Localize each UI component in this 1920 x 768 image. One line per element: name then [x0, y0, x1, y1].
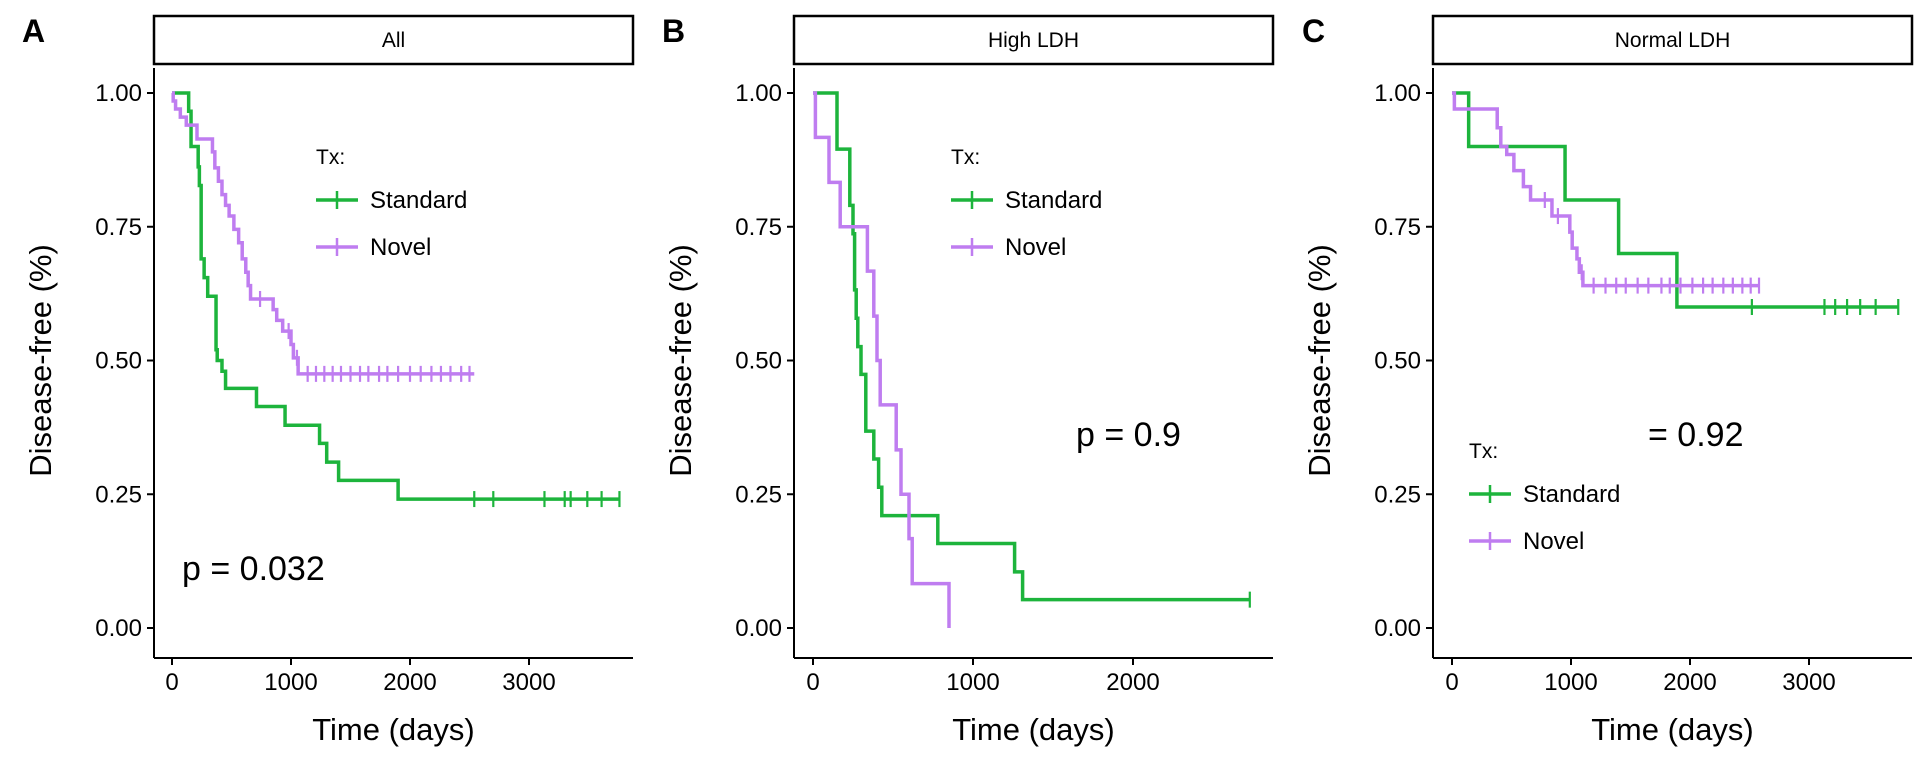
- panel-letter: C: [1302, 13, 1325, 49]
- y-tick-label: 1.00: [95, 80, 142, 107]
- panel-letter: B: [662, 13, 685, 49]
- legend-label: Novel: [370, 234, 431, 261]
- p-value-annotation: = 0.92: [1648, 416, 1743, 454]
- legend-title: Tx:: [316, 146, 345, 169]
- y-tick-label: 0.25: [1374, 481, 1421, 508]
- series-line-novel: [171, 91, 475, 376]
- legend-label: Novel: [1523, 528, 1584, 555]
- x-tick-label: 3000: [502, 669, 555, 696]
- p-value-annotation: p = 0.9: [1076, 416, 1181, 454]
- panel-b: B High LDH 0.00 0.25 0.50 0.75 1.00 0 1000 2000 Ti…: [662, 13, 1275, 747]
- y-tick-label: 0.00: [95, 615, 142, 642]
- y-axis-label: Disease-free (%): [23, 244, 58, 477]
- legend-title: Tx:: [1469, 440, 1498, 463]
- y-tick-label: 0.50: [735, 348, 782, 375]
- series-line-standard: [1452, 91, 1899, 309]
- panel-letter: A: [22, 13, 45, 49]
- legend-label: Standard: [1523, 481, 1620, 508]
- strip-box: [792, 14, 1275, 66]
- y-tick-label: 0.00: [735, 615, 782, 642]
- x-axis-label: Time (days): [952, 712, 1114, 747]
- legend-label: Standard: [1005, 187, 1102, 214]
- x-tick-label: 0: [165, 669, 178, 696]
- strip-label: All: [382, 29, 405, 52]
- x-tick-label: 2000: [1106, 669, 1159, 696]
- legend-label: Novel: [1005, 234, 1066, 261]
- strip-box: [152, 14, 635, 66]
- x-tick-label: 0: [806, 669, 819, 696]
- y-tick-label: 0.75: [95, 214, 142, 241]
- strip-box: [1431, 14, 1914, 66]
- series-line-novel: [813, 91, 951, 628]
- legend-title: Tx:: [951, 146, 980, 169]
- legend-label: Standard: [370, 187, 467, 214]
- x-tick-label: 3000: [1782, 669, 1835, 696]
- x-tick-label: 2000: [1663, 669, 1716, 696]
- x-tick-label: 1000: [946, 669, 999, 696]
- legend: Tx: Standard Novel: [951, 146, 1102, 261]
- x-axis-label: Time (days): [312, 712, 474, 747]
- y-tick-label: 0.50: [95, 348, 142, 375]
- series-line-standard: [172, 91, 620, 501]
- y-tick-label: 0.00: [1374, 615, 1421, 642]
- y-tick-label: 1.00: [1374, 80, 1421, 107]
- panel-a: A All 0.00 0.25 0.50 0.75 1.00 0 1000 2000 3000 Tim…: [22, 13, 635, 747]
- legend: Tx: Standard Novel: [316, 146, 467, 261]
- y-tick-label: 0.50: [1374, 348, 1421, 375]
- panel-c: C Normal LDH 0.00 0.25 0.50 0.75 1.00 0 1000 2000…: [1302, 13, 1914, 747]
- y-tick-label: 0.25: [735, 481, 782, 508]
- legend: Tx: Standard Novel: [1469, 440, 1620, 555]
- x-tick-label: 1000: [1544, 669, 1597, 696]
- y-axis-label: Disease-free (%): [663, 244, 698, 477]
- y-tick-label: 0.75: [735, 214, 782, 241]
- y-axis-label: Disease-free (%): [1302, 244, 1337, 477]
- x-axis-label: Time (days): [1591, 712, 1753, 747]
- strip-label: High LDH: [988, 29, 1079, 52]
- y-tick-label: 0.25: [95, 481, 142, 508]
- y-tick-label: 0.75: [1374, 214, 1421, 241]
- p-value-annotation: p = 0.032: [182, 550, 325, 588]
- x-tick-label: 2000: [383, 669, 436, 696]
- y-tick-label: 1.00: [735, 80, 782, 107]
- strip-label: Normal LDH: [1615, 29, 1731, 52]
- x-tick-label: 0: [1445, 669, 1458, 696]
- x-tick-label: 1000: [264, 669, 317, 696]
- series-line-standard: [813, 91, 1250, 602]
- series-line-novel: [1452, 91, 1760, 288]
